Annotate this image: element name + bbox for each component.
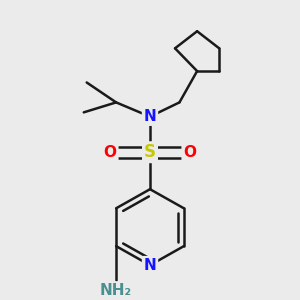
Text: N: N [144, 109, 156, 124]
Text: NH₂: NH₂ [100, 283, 132, 298]
Text: O: O [183, 145, 196, 160]
Text: S: S [144, 143, 156, 161]
Text: N: N [144, 258, 156, 273]
Text: O: O [104, 145, 117, 160]
